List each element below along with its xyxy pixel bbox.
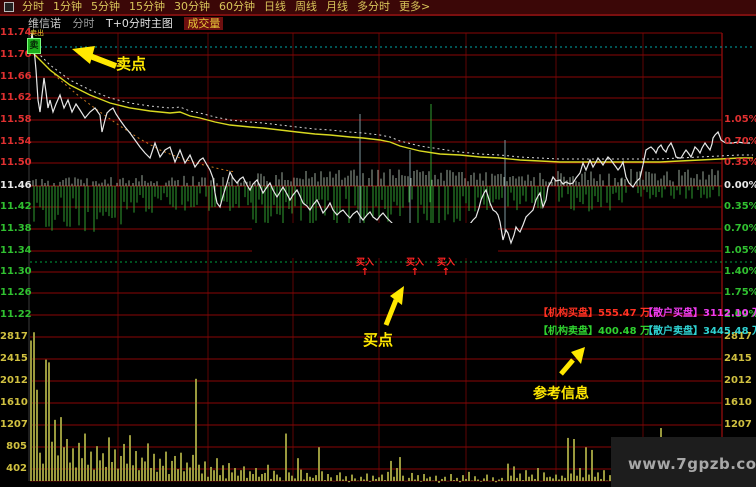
price-axis-label: 11.26 bbox=[0, 287, 32, 298]
price-axis-label: 11.30 bbox=[0, 266, 32, 277]
price-axis-label: 11.74 bbox=[0, 27, 32, 38]
price-axis-label: 11.46 bbox=[0, 180, 32, 191]
volume-axis-label-right: 2817 bbox=[724, 331, 752, 342]
blackout-box bbox=[252, 223, 498, 258]
volume-axis-label: 402 bbox=[6, 463, 27, 474]
info-retail-sell: 【散户卖盘】3445.48 万 bbox=[643, 326, 756, 337]
price-axis-label: 11.54 bbox=[0, 136, 32, 147]
info-inst-sell: 【机构卖盘】400.48 万 bbox=[538, 326, 651, 337]
percent-axis-label: 2.09% bbox=[724, 309, 756, 320]
menu-item-10[interactable]: 多分时 bbox=[357, 0, 390, 13]
window-icon[interactable] bbox=[4, 2, 14, 12]
percent-axis-label: 1.05% bbox=[724, 245, 756, 256]
price-axis-label: 11.34 bbox=[0, 245, 32, 256]
annotation-buy-point: 买点 bbox=[363, 331, 394, 349]
volume-axis-label: 2817 bbox=[0, 331, 28, 342]
volume-axis-label-right: 1207 bbox=[724, 419, 752, 430]
menu-item-8[interactable]: 周线 bbox=[295, 0, 317, 13]
annotation-reference-info: 参考信息 bbox=[533, 386, 589, 402]
menu-item-7[interactable]: 日线 bbox=[264, 0, 286, 13]
tab-volume[interactable]: 成交量 bbox=[184, 17, 224, 30]
price-axis-label: 11.70 bbox=[0, 49, 32, 60]
percent-axis-label: 1.40% bbox=[724, 266, 756, 277]
menu-bar: 分时 1分钟 5分钟 15分钟 30分钟 60分钟 日线 周线 月线 多分时 更多> bbox=[0, 0, 756, 14]
price-axis-label: 11.50 bbox=[0, 157, 32, 168]
volume-axis-label: 1207 bbox=[0, 419, 28, 430]
watermark-box bbox=[611, 437, 756, 487]
sell-signal-badge: 卖 bbox=[27, 38, 41, 54]
price-axis-label: 11.38 bbox=[0, 223, 32, 234]
tab-t0-main-chart[interactable]: T+0分时主图 bbox=[106, 17, 173, 30]
percent-axis-label: 0.70% bbox=[724, 136, 756, 147]
watermark-text: www.7gpzb.com bbox=[628, 455, 756, 473]
menu-item-4[interactable]: 15分钟 bbox=[129, 0, 165, 13]
price-axis-label: 11.22 bbox=[0, 309, 32, 320]
volume-axis-label: 1610 bbox=[0, 397, 28, 408]
orange-dotted-guide bbox=[39, 59, 236, 173]
avg-dotted-line bbox=[29, 44, 753, 160]
menu-item-11[interactable]: 更多> bbox=[399, 0, 431, 13]
volume-axis-label: 805 bbox=[6, 441, 27, 452]
percent-axis-label: 0.35% bbox=[724, 157, 756, 168]
info-inst-buy: 【机构买盘】555.47 万 bbox=[538, 308, 651, 319]
info-retail-buy: 【散户买盘】3112.10 万 bbox=[643, 308, 756, 319]
reference-arrow-head bbox=[571, 347, 585, 364]
menu-item-9[interactable]: 月线 bbox=[326, 0, 348, 13]
volume-axis-label-right: 1610 bbox=[724, 397, 752, 408]
menu-item-1[interactable]: 分时 bbox=[22, 0, 44, 13]
menu-item-2[interactable]: 1分钟 bbox=[53, 0, 82, 13]
buy-arrow bbox=[383, 299, 399, 326]
buy-signal-marker: 买入 ↑ bbox=[405, 258, 424, 278]
sell-arrow-head bbox=[72, 46, 95, 64]
buy-signal-marker: 买入 ↑ bbox=[355, 258, 374, 278]
volume-axis-label-right: 2415 bbox=[724, 353, 752, 364]
price-axis-label: 11.58 bbox=[0, 114, 32, 125]
sell-signal-tip: 卖出 bbox=[30, 29, 44, 37]
sell-arrow bbox=[88, 53, 118, 69]
volume-axis-label: 2012 bbox=[0, 375, 28, 386]
tab-fenshi[interactable]: 分时 bbox=[72, 17, 95, 30]
percent-axis-label: 0.35% bbox=[724, 201, 756, 212]
percent-axis-label: 0.00% bbox=[724, 180, 756, 191]
price-axis-label: 11.42 bbox=[0, 201, 32, 212]
buy-arrow-head bbox=[390, 286, 404, 305]
menu-item-6[interactable]: 60分钟 bbox=[219, 0, 255, 13]
price-axis-label: 11.62 bbox=[0, 92, 32, 103]
percent-axis-label: 0.70% bbox=[724, 223, 756, 234]
annotation-sell-point: 卖点 bbox=[116, 55, 147, 73]
stock-name: 维信诺 bbox=[28, 17, 61, 30]
price-axis-label: 11.66 bbox=[0, 71, 32, 82]
chart-header: 维信诺 分时 T+0分时主图 成交量 bbox=[0, 17, 756, 31]
percent-axis-label: 1.75% bbox=[724, 287, 756, 298]
menu-separator bbox=[0, 14, 756, 16]
buy-signal-marker: 买入 ↑ bbox=[436, 258, 455, 278]
reference-arrow bbox=[559, 358, 575, 376]
volume-axis-label-right: 2012 bbox=[724, 375, 752, 386]
menu-item-5[interactable]: 30分钟 bbox=[174, 0, 210, 13]
menu-item-3[interactable]: 5分钟 bbox=[91, 0, 120, 13]
percent-axis-label: 1.05% bbox=[724, 114, 756, 125]
volume-axis-label: 2415 bbox=[0, 353, 28, 364]
